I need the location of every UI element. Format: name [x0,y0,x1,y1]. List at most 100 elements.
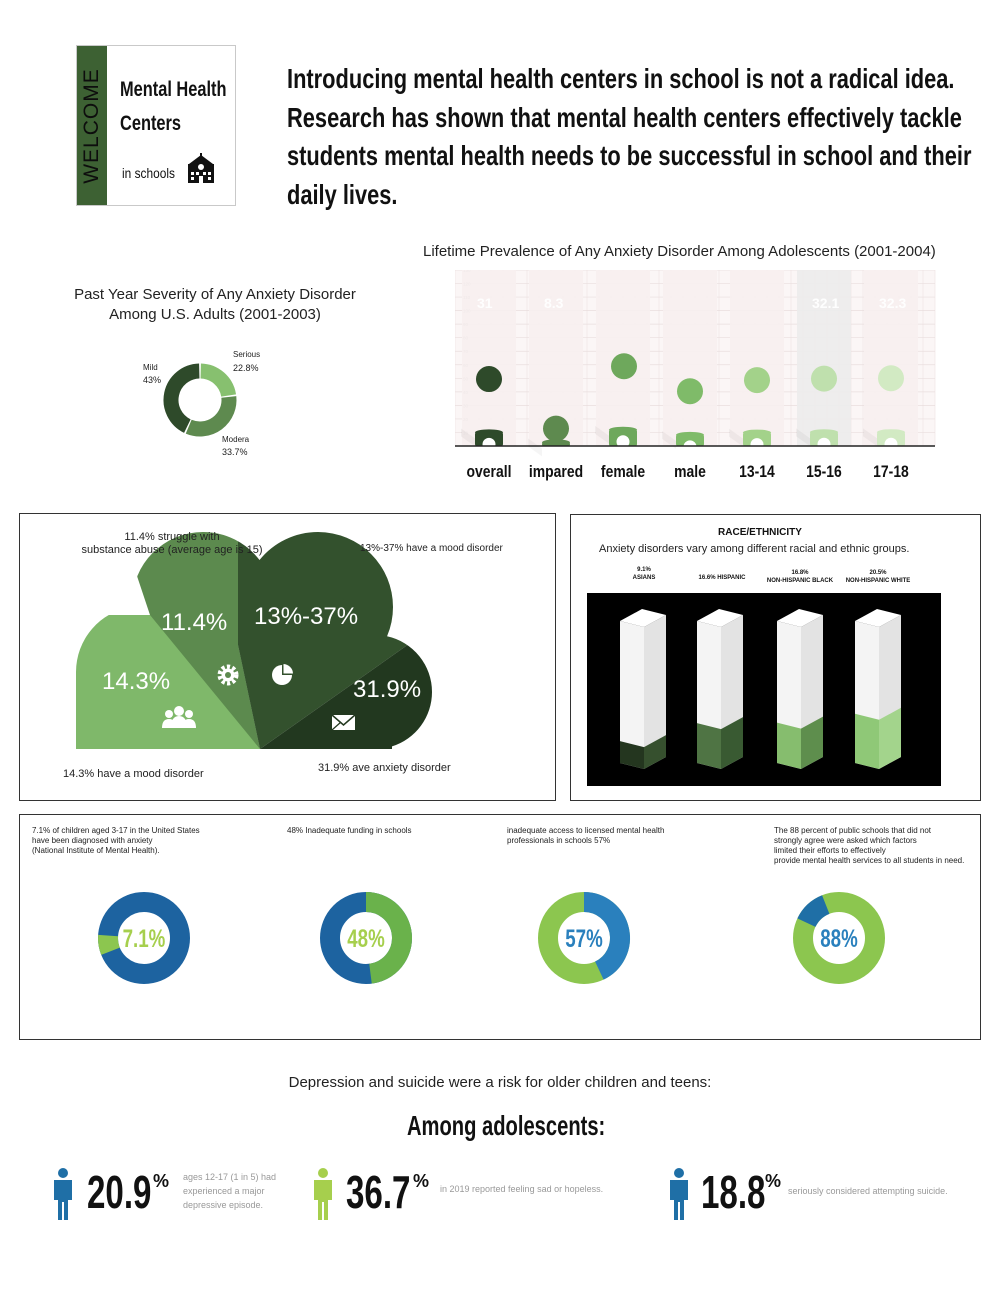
slice-value: 22.8% [233,363,259,373]
intro-line: Research has shown that mental health ce… [287,101,962,133]
race-bar-label: 16.8% NON-HISPANIC BLACK [765,569,835,585]
label-line: NON-HISPANIC BLACK [766,578,834,584]
stat-value: 20.9 [87,1166,152,1218]
bar-dot [884,437,898,451]
bar-dot [549,447,563,461]
cloud-caption-mood: 14.3% have a mood disorder [63,768,204,780]
bar-top [620,609,666,627]
value-marker [543,415,569,442]
bar-fill-front [697,723,721,769]
bar-shadow [863,428,877,447]
x-tick-label: 13-14 [739,463,775,482]
segment-value: 11.4% [161,609,227,636]
segment-value: 14.3% [102,668,170,695]
bar-fill-side [721,717,743,769]
gear-icon [217,664,239,686]
intro-line: students mental health needs to be succe… [287,140,972,171]
caption-line: 48% Inadequate funding in schools [287,826,412,835]
donut-ring [793,892,885,984]
donut-center-label: 57% [565,924,603,952]
race-bar-label: 9.1% ASIANS [619,566,669,582]
bar-top [609,426,637,433]
desc-line: seriously considered attempting suicide. [788,1186,948,1196]
school-building-icon [188,153,214,183]
donut-value-arc [98,934,121,955]
value-marker [677,378,703,405]
slice-name: Serious [233,350,261,359]
bar-top [855,609,901,627]
caption-line: professionals in schools 57% [507,836,611,845]
bar-dot [616,435,630,449]
bar-shadow [595,425,609,444]
desc-line: depressive episode. [183,1200,264,1210]
caption-line: have been diagnosed with anxiety [32,836,153,845]
donut-caption: 48% Inadequate funding in schools [287,826,487,836]
slice-name: Mild [143,363,158,372]
risk-line: Depression and suicide were a risk for o… [288,1074,712,1091]
x-tick-label: 15-16 [806,463,842,482]
bar-value-label: 32.3 [879,295,906,311]
desc-line: in 2019 reported feeling sad or hopeless… [440,1184,604,1194]
stat-unit: % [153,1171,170,1191]
bar-value-label: 32.1 [812,295,839,311]
cloud-segment [260,615,432,749]
race-chart-title: RACE/ETHNICITY [718,527,802,538]
bar-shadow [528,438,542,457]
bar-fill-front [620,741,644,769]
cloud-caption-substance: 11.4% struggle with substance abuse (ave… [52,531,292,557]
bar-dot [683,440,697,454]
bar-front [620,621,644,769]
slice-value: 33.7% [222,447,248,457]
cloud-segment [120,532,260,749]
slice-label-moderate: Modera 33.7% [222,435,249,457]
donut-center-label: 48% [347,924,385,952]
intro-line: Introducing mental health centers in sch… [287,63,955,94]
cloud-chart: 14.3% 11.4% 13%-37% 31.9% [76,532,432,749]
bar-fill-front [855,713,879,769]
bar-dot [817,437,831,451]
race-bar-label: 20.5% NON-HISPANIC WHITE [843,569,913,585]
cloud-caption-anxiety: 31.9% ave anxiety disorder [318,762,451,774]
bar-column [797,270,851,446]
bar-top [676,431,704,438]
stat-unit: % [765,1171,782,1191]
bar-dot [750,438,764,452]
stat-value: 36.7 [346,1166,411,1218]
caption-line: The 88 percent of public schools that di… [774,826,931,835]
logo-title-line1: Mental Health [120,78,227,101]
donut-caption: 7.1% of children aged 3-17 in the United… [32,826,282,856]
donut-value-arc [365,892,412,984]
prevalence-chart-title: Lifetime Prevalence of Any Anxiety Disor… [423,243,936,260]
label-line: 9.1% [637,567,651,573]
label-line: 16.8% [791,570,809,576]
bar-fill-side [644,735,666,769]
value-marker [878,365,904,392]
bar-top [810,429,838,436]
bar-top [542,439,570,446]
label-line: 20.5% [869,570,887,576]
people-icon [162,706,196,728]
caption-line: 7.1% of children aged 3-17 in the United… [32,826,200,835]
caption-line: limited their efforts to effectively [774,846,886,855]
slice-label-mild: Mild 43% [143,363,161,385]
caption-line: inadequate access to licensed mental hea… [507,826,665,835]
severity-donut-chart [163,363,237,437]
x-tick-label: 17-18 [873,463,909,482]
donut-slice [163,363,200,433]
bar-shadow [729,428,743,447]
stat-description: seriously considered attempting suicide. [788,1186,948,1196]
bar-fill-side [801,716,823,769]
stat-item [312,1168,334,1225]
x-tick-label: female [601,463,645,482]
logo-title-line2: Centers [120,112,181,135]
x-tick-label: male [674,463,706,482]
severity-chart-title: Past Year Severity of Any Anxiety Disord… [40,285,390,325]
bar-column [730,270,784,446]
chart-title-line: Among U.S. Adults (2001-2003) [109,306,321,323]
envelope-icon [331,714,356,731]
slice-label-serious: Serious 22.8% [233,350,260,373]
stat-unit: % [413,1171,430,1191]
prevalence-bar-chart: 10203040506070809010011012013031overall8… [455,270,936,482]
bar-shadow [461,428,475,447]
bar-value-label: 8.3 [544,295,564,311]
